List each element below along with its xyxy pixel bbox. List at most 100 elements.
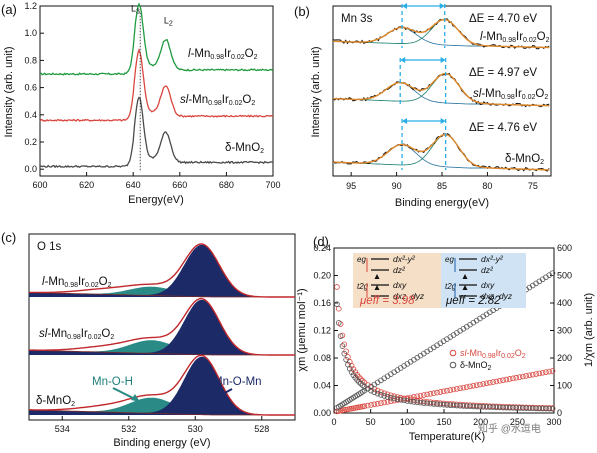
panel-d-chi-point-2	[374, 390, 381, 397]
panel-c-mnomn-label: Mn-O-Mn	[213, 376, 262, 388]
panel-d-invchi-point-1	[473, 382, 480, 388]
panel-c-xtick-label: 530	[188, 424, 203, 434]
panel-c-title: O 1s	[37, 241, 62, 253]
panel-b-ticks: 95 90 85 80 75	[346, 172, 538, 191]
panel-d-chi-point-2	[427, 400, 434, 407]
watermark: 知乎 @水逗电	[478, 422, 541, 435]
panel-b-arrowhead-left-2	[400, 57, 406, 63]
panel-d-invchi-point-1	[520, 373, 526, 380]
panel-d-invchi-point-1	[450, 386, 457, 393]
panel-d-invchi-point-1	[533, 371, 539, 377]
panel-d-chi-point-2	[546, 405, 553, 412]
panel-b-label: (b)	[294, 4, 310, 19]
panel-b-fit-2	[332, 72, 550, 107]
panel-d-legend-label-1: sl-Mn0.98Ir0.02O2	[460, 348, 526, 360]
panel-d-ytick-left-label: 0.16	[313, 298, 331, 308]
panel-b-arrowhead-right-3	[440, 118, 446, 124]
panel-a-series-1	[39, 2, 274, 76]
panel-d-ytick-right-label: 300	[557, 326, 572, 336]
panel-d-invchi-point-1	[430, 390, 437, 397]
panel-b-arrowhead-left-1	[402, 3, 408, 9]
panel-d-xtick-label: 100	[400, 417, 415, 427]
panel-d-chi-point-2	[411, 399, 417, 405]
panel-d-ytick-right-label: 0	[557, 408, 562, 418]
panel-d-chi-point-2	[457, 402, 463, 409]
panel-d-invchi-point-1	[536, 370, 543, 377]
panel-d-invchi-point-1	[391, 397, 397, 404]
panel-d-mu-left: μeff = 3.98	[359, 295, 415, 307]
panel-b-delta-1: ΔE = 4.70 eV	[469, 13, 537, 25]
panel-d-xtick-label: 0	[331, 417, 336, 427]
panel-a-label: (a)	[1, 2, 17, 17]
panel-d-chi-point-2	[348, 369, 355, 375]
panel-d-chi-point-2	[513, 405, 520, 411]
panel-d-inset-text: dx²-y²	[393, 254, 416, 264]
panel-d-invchi-point-1	[381, 399, 388, 406]
panel-d-chi-point-1	[374, 387, 381, 394]
panel-c-frame	[28, 233, 296, 421]
panel-a-ytick-label: 1.0	[24, 28, 37, 38]
panel-c-label: (c)	[1, 230, 16, 245]
panel-a-ylabel: Intensity (arb. unit)	[3, 46, 15, 137]
panel-b-arrowhead-right-2	[440, 57, 446, 63]
panel-d-chi-point-1	[388, 392, 394, 399]
panel-b-title: Mn 3s	[341, 13, 373, 25]
panel-b: (b) Mn 3s 95 90 85 80 75 ΔE = 4.70 eV ΔE = 4…	[294, 3, 552, 209]
panel-d-invchi-point-1	[424, 391, 430, 398]
panel-d-chi-point-2	[356, 379, 362, 385]
panel-d-invchi-point-1	[437, 389, 444, 395]
panel-d-chi-point-2	[483, 404, 490, 410]
panel-d-ytick-right-label: 200	[557, 353, 572, 363]
panel-d-chi-point-1	[359, 378, 366, 384]
panel-d-chi-point-1	[335, 305, 342, 312]
panel-c-envelope-1	[28, 243, 295, 298]
panel-d-chi-point-2	[404, 398, 411, 404]
panel-a-ytick-label: 1.2	[24, 1, 37, 11]
panel-c-mnoh-label: Mn-O-H	[92, 376, 133, 388]
panel-d-invchi-point-1	[483, 380, 490, 387]
panel-d-invchi-point-1	[364, 402, 371, 409]
panel-c-mnomn-arrowhead	[205, 396, 214, 404]
panel-d-xlabel: Temperature(K)	[409, 431, 485, 443]
panel-d-chi-point-1	[424, 398, 430, 405]
panel-d-xtick-label: 150	[436, 417, 451, 427]
panel-c-series-label-3: δ-MnO2	[36, 395, 75, 408]
panel-d-chi-point-2	[337, 333, 344, 339]
panel-d-invchi-point-1	[374, 400, 381, 407]
panel-a: (a) 600 620 640 660 680 700 0.0 0.2 0.4 0.6 0.8 1.0…	[1, 1, 281, 206]
panel-d-chi-point-2	[520, 405, 526, 411]
panel-d-invchi-point-1	[434, 389, 440, 396]
panel-d-inset-text: dz²	[481, 265, 494, 275]
panel-d-chi-point-2	[357, 380, 364, 387]
panel-d-invchi-point-1	[371, 401, 378, 408]
panel-b-xtick-label: 90	[392, 181, 402, 191]
panel-d-inset-text: t2g	[357, 282, 369, 291]
panel-d-invchi-point-1	[500, 377, 506, 384]
panel-d-invchi-point-1	[506, 376, 513, 382]
panel-d-chi-point-2	[430, 401, 437, 407]
panel-d-chi-point-2	[473, 403, 480, 410]
panel-d-invchi-point-1	[378, 400, 384, 406]
panel-b-ylabel: Intensity (arb. unit)	[310, 46, 322, 137]
panel-d-chi-point-2	[440, 401, 447, 408]
panel-b-series-label-2: sl-Mn0.98Ir0.02O2	[473, 88, 548, 101]
panel-d-inset-text: eg	[445, 255, 454, 264]
panel-b-delta-2: ΔE = 4.97 eV	[469, 67, 537, 79]
panel-b-xtick-label: 95	[346, 181, 356, 191]
panel-d-chi-point-2	[334, 301, 340, 307]
panel-d-invchi-point-1	[549, 368, 556, 374]
panel-d-chi-point-2	[454, 402, 460, 409]
panel-d-invchi-point-1	[543, 369, 549, 375]
panel-d-invchi-point-1	[480, 381, 487, 387]
panel-d-chi-point-2	[339, 343, 346, 349]
panel-d-inset-spin-arrow	[462, 274, 468, 279]
panel-d-chi-point-2	[341, 350, 348, 357]
panel-a-ytick-label: 0.8	[24, 55, 37, 65]
panel-d-invchi-point-2	[549, 270, 556, 276]
panel-d-ytick-right-label: 100	[557, 381, 572, 391]
panel-c-mnomn-area-3	[29, 356, 295, 415]
panel-d-invchi-point-1	[388, 398, 394, 405]
panel-d-chi-point-2	[424, 400, 430, 407]
panel-d-chi-point-2	[394, 396, 401, 402]
